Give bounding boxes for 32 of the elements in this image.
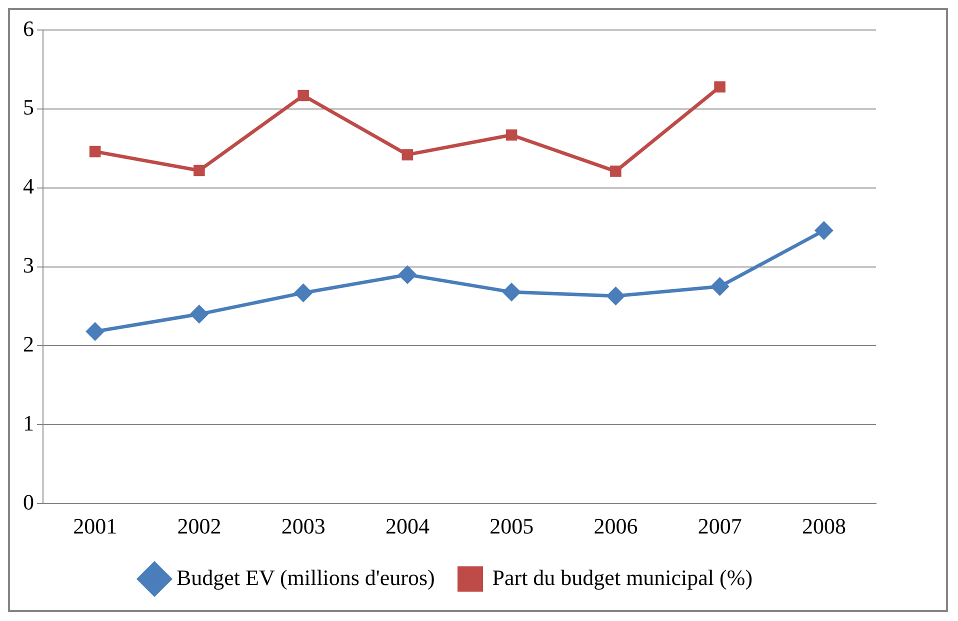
point [506, 129, 518, 141]
y-tick-label: 4 [23, 174, 34, 199]
x-tick-label: 2002 [177, 514, 222, 539]
point [190, 305, 208, 323]
y-tick-label: 2 [23, 332, 34, 357]
point [298, 90, 309, 102]
x-tick-label: 2004 [385, 514, 430, 539]
x-tick-label: 2007 [698, 514, 742, 539]
point [815, 222, 833, 240]
x-tick-label: 2001 [73, 514, 118, 539]
point [714, 81, 726, 92]
point [711, 278, 729, 296]
point [402, 149, 414, 160]
x-tick-label: 2006 [594, 514, 638, 539]
y-tick-label: 5 [23, 94, 34, 120]
y-tick-label: 1 [23, 410, 34, 436]
point [89, 146, 101, 158]
point [606, 287, 624, 305]
y-tick-label: 3 [23, 252, 34, 278]
y-tick-label: 6 [23, 16, 34, 41]
x-tick-label: 2003 [281, 514, 326, 539]
x-tick-label: 2008 [802, 514, 846, 539]
x-tick-label: 2005 [490, 514, 534, 539]
point [610, 166, 622, 177]
legend-label: Part du budget municipal (%) [492, 564, 753, 590]
point [294, 284, 312, 302]
legend-label: Budget EV (millions d'euros) [176, 564, 435, 590]
point [398, 266, 416, 284]
point [502, 283, 520, 301]
y-tick-label: 0 [23, 489, 34, 514]
point [194, 164, 205, 176]
point [86, 322, 104, 340]
